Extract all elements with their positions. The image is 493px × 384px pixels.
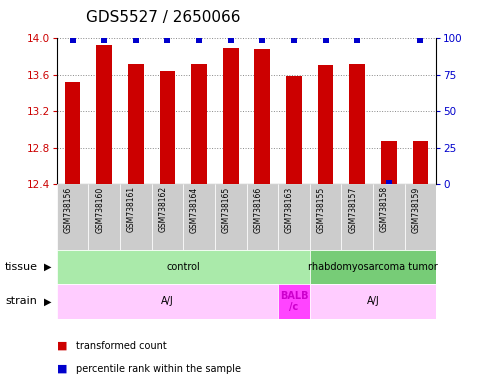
Bar: [160, 71, 176, 184]
Text: GSM738157: GSM738157: [348, 186, 357, 233]
Point: [290, 37, 298, 43]
Text: GSM738162: GSM738162: [158, 186, 168, 232]
Text: GSM738161: GSM738161: [127, 186, 136, 232]
Text: strain: strain: [5, 296, 37, 306]
Point: [385, 180, 393, 186]
Bar: [286, 76, 302, 184]
Point: [164, 37, 172, 43]
Text: transformed count: transformed count: [76, 341, 167, 351]
Bar: [183, 184, 215, 250]
Bar: [254, 49, 270, 184]
Point: [417, 37, 424, 43]
Point: [258, 37, 266, 43]
Bar: [310, 284, 436, 319]
Bar: [215, 184, 246, 250]
Text: GSM738160: GSM738160: [95, 186, 104, 233]
Bar: [57, 284, 278, 319]
Bar: [128, 64, 143, 184]
Text: ▶: ▶: [44, 296, 52, 306]
Text: GSM738163: GSM738163: [285, 186, 294, 233]
Text: A/J: A/J: [367, 296, 380, 306]
Bar: [278, 284, 310, 319]
Point: [100, 37, 108, 43]
Bar: [191, 64, 207, 184]
Bar: [413, 141, 428, 184]
Bar: [65, 82, 80, 184]
Text: GSM738158: GSM738158: [380, 186, 389, 232]
Text: ■: ■: [57, 341, 67, 351]
Bar: [381, 141, 397, 184]
Bar: [341, 184, 373, 250]
Point: [69, 37, 76, 43]
Text: GDS5527 / 2650066: GDS5527 / 2650066: [86, 10, 241, 25]
Bar: [57, 250, 310, 284]
Bar: [152, 184, 183, 250]
Text: BALB
/c: BALB /c: [280, 291, 308, 312]
Text: GSM738159: GSM738159: [412, 186, 421, 233]
Text: GSM738165: GSM738165: [222, 186, 231, 233]
Bar: [223, 48, 239, 184]
Bar: [310, 250, 436, 284]
Bar: [120, 184, 152, 250]
Point: [227, 37, 235, 43]
Text: GSM738164: GSM738164: [190, 186, 199, 233]
Bar: [317, 65, 333, 184]
Point: [195, 37, 203, 43]
Point: [132, 37, 140, 43]
Bar: [373, 184, 405, 250]
Point: [353, 37, 361, 43]
Text: ▶: ▶: [44, 262, 52, 272]
Text: tissue: tissue: [5, 262, 38, 272]
Bar: [88, 184, 120, 250]
Text: control: control: [166, 262, 200, 272]
Bar: [57, 184, 88, 250]
Text: ■: ■: [57, 364, 67, 374]
Bar: [350, 64, 365, 184]
Text: GSM738166: GSM738166: [253, 186, 262, 233]
Bar: [96, 45, 112, 184]
Text: GSM738156: GSM738156: [64, 186, 72, 233]
Point: [321, 37, 329, 43]
Text: GSM738155: GSM738155: [317, 186, 325, 233]
Bar: [310, 184, 341, 250]
Bar: [246, 184, 278, 250]
Text: A/J: A/J: [161, 296, 174, 306]
Text: percentile rank within the sample: percentile rank within the sample: [76, 364, 242, 374]
Bar: [278, 184, 310, 250]
Bar: [405, 184, 436, 250]
Text: rhabdomyosarcoma tumor: rhabdomyosarcoma tumor: [308, 262, 438, 272]
